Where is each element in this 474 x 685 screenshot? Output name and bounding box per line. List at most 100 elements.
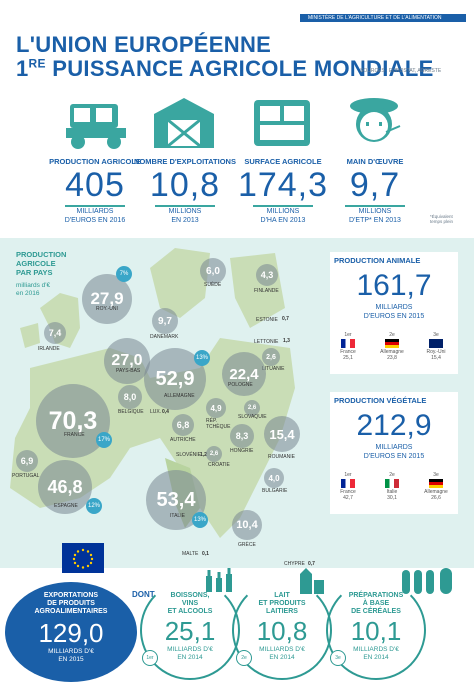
animal-title: PRODUCTION ANIMALE bbox=[334, 256, 421, 265]
category-2-title: LAIT ET PRODUITS LAITIERS bbox=[250, 592, 314, 616]
vegetal-title: PRODUCTION VÉGÉTALE bbox=[334, 396, 427, 405]
stat-unit-workforce-2: D'ETP* EN 2013 bbox=[349, 216, 401, 224]
country-croatie: CROATIE bbox=[208, 462, 230, 468]
country-lux: LUX. bbox=[150, 409, 162, 415]
divider bbox=[65, 205, 125, 207]
vegetal-rank-3: 3e Allemagne 26,6 bbox=[418, 472, 454, 501]
bottles-icon bbox=[206, 568, 232, 592]
rank-country: Italie bbox=[386, 489, 398, 495]
rank-label: 3e bbox=[433, 472, 439, 478]
bubble-roumanie: 15,4 bbox=[264, 416, 300, 452]
animal-rank-1: 1er France 25,1 bbox=[330, 332, 366, 361]
rank-country: Allemagne bbox=[424, 489, 448, 495]
map-title-2: AGRICOLE bbox=[16, 259, 56, 268]
bubble-portugal: 6,9 bbox=[16, 450, 38, 472]
rank-label: 2e bbox=[389, 332, 395, 338]
bubble-bulgarie: 4,0 bbox=[264, 468, 284, 488]
cat3-t3: DE CÉRÉALES bbox=[351, 608, 401, 615]
ministry-banner: MINISTÈRE DE L'AGRICULTURE ET DE L'ALIME… bbox=[300, 14, 466, 22]
divider bbox=[345, 205, 405, 207]
map-title: PRODUCTION AGRICOLE PAR PAYS bbox=[16, 250, 66, 277]
tractor-icon bbox=[66, 104, 126, 149]
title-sup: RE bbox=[28, 56, 46, 71]
country-espagne: ESPAGNE bbox=[54, 503, 78, 509]
rank-value: 23,8 bbox=[387, 355, 397, 361]
cat1-u1: MILLIARDS D'€ bbox=[167, 646, 213, 653]
exports-title-2: DE PRODUITS bbox=[47, 600, 95, 607]
country-autriche: AUTRICHE bbox=[170, 437, 196, 443]
stat-label-production: PRODUCTION AGRICOLE bbox=[49, 157, 141, 166]
page-title-line1: L'UNION EUROPÉENNE bbox=[16, 32, 272, 57]
exports-circle bbox=[5, 582, 137, 682]
stat-value-workforce: 9,7 bbox=[349, 166, 401, 204]
milk-icon bbox=[300, 568, 324, 594]
bubble-lituanie: 2,6 bbox=[262, 348, 280, 366]
map-title-1: PRODUCTION bbox=[16, 250, 67, 259]
animal-box: PRODUCTION ANIMALE 161,7 MILLIARDS D'EUR… bbox=[330, 252, 458, 374]
dont-label: DONT bbox=[132, 590, 155, 599]
map-subtitle: milliards d'€ en 2016 bbox=[16, 282, 50, 298]
category-arc bbox=[326, 580, 426, 680]
vegetal-value: 212,9 bbox=[356, 409, 432, 442]
country-grece: GRÈCE bbox=[238, 542, 256, 548]
stat-unit-exploitations-2: EN 2013 bbox=[171, 216, 199, 224]
share-italie: 13% bbox=[192, 512, 208, 528]
animal-unit-2: D'EUROS EN 2015 bbox=[363, 313, 425, 320]
exports-title-1: EXPORTATIONS bbox=[43, 592, 99, 599]
cat1-u2: EN 2014 bbox=[177, 654, 203, 661]
rank-label: 1er bbox=[344, 472, 352, 478]
country-belgique: BELGIQUE bbox=[118, 409, 144, 415]
bubble-finlande: 4,3 bbox=[256, 264, 278, 286]
exports-title-3: AGROALIMENTAIRES bbox=[34, 608, 108, 615]
map-title-3: PAR PAYS bbox=[16, 268, 53, 277]
stat-unit-production-1: MILLIARDS bbox=[76, 207, 114, 215]
country-slovenie: SLOVÉNIE bbox=[176, 452, 202, 458]
bubble-suede: 6,0 bbox=[200, 258, 226, 284]
country-suede: SUÈDE bbox=[204, 282, 222, 288]
rank-label: 3e bbox=[433, 332, 439, 338]
bubble-belgique: 8,0 bbox=[118, 385, 142, 409]
cat1-t2: VINS bbox=[181, 600, 199, 607]
flag-france-icon bbox=[341, 479, 355, 488]
bubble-danemark: 9,7 bbox=[152, 308, 178, 334]
rank-value: 25,1 bbox=[343, 355, 353, 361]
title-number: 1 bbox=[16, 56, 29, 81]
farmer-icon bbox=[350, 98, 401, 142]
country-allemagne: ALLEMAGNE bbox=[164, 393, 195, 399]
bubble-hongrie: 8,3 bbox=[230, 424, 254, 448]
country-lituanie: LITUANIE bbox=[262, 366, 285, 372]
rank-country: Allemagne bbox=[380, 349, 404, 355]
stat-label-workforce: MAIN D'ŒUVRE bbox=[346, 157, 404, 166]
vegetal-rank-2: 2e Italie 30,1 bbox=[374, 472, 410, 501]
bubble-slovaquie: 2,6 bbox=[244, 400, 260, 416]
cat3-u2: EN 2014 bbox=[363, 654, 389, 661]
rank-value: 30,1 bbox=[387, 495, 397, 501]
category-3-unit: MILLIARDS D'€ EN 2014 bbox=[336, 646, 416, 662]
flag-germany-icon bbox=[385, 339, 399, 348]
title-rest: PUISSANCE AGRICOLE MONDIALE bbox=[45, 56, 434, 81]
page-title-line2: 1RE PUISSANCE AGRICOLE MONDIALE bbox=[16, 56, 434, 82]
category-3-value: 10,1 bbox=[350, 616, 402, 646]
country-roy-uni: ROY.-UNI bbox=[96, 306, 118, 312]
exports-value: 129,0 bbox=[38, 618, 104, 648]
cat2-t3: LAITIERS bbox=[266, 608, 298, 615]
barn-icon bbox=[154, 98, 214, 148]
category-2-value: 10,8 bbox=[256, 616, 308, 646]
bubble-pologne: 22,4 bbox=[222, 352, 266, 396]
stat-value-production: 405 bbox=[65, 166, 125, 204]
eu-stars-icon bbox=[72, 548, 94, 569]
bubble-france: 70,3 bbox=[36, 384, 110, 458]
map-subtitle-2: en 2016 bbox=[16, 290, 40, 297]
cat2-t1: LAIT bbox=[274, 592, 290, 599]
stat-unit-workforce-1: MILLIONS bbox=[358, 207, 392, 215]
sources-note: SOURCES : EUROSTAT, AGRESTE bbox=[360, 68, 442, 74]
value-chypre: 0,7 bbox=[308, 561, 315, 567]
bread-icon bbox=[402, 568, 452, 594]
category-3-rank: 3e bbox=[330, 650, 346, 666]
animal-rank-3: 3e Roy.-Uni 15,4 bbox=[418, 332, 454, 361]
animal-rank-2: 2e Allemagne 23,8 bbox=[374, 332, 410, 361]
stat-label-surface: SURFACE AGRICOLE bbox=[244, 157, 322, 166]
bubble-autriche: 6,8 bbox=[172, 414, 194, 436]
bubble-irlande: 7,4 bbox=[44, 322, 66, 344]
rank-value: 15,4 bbox=[431, 355, 441, 361]
